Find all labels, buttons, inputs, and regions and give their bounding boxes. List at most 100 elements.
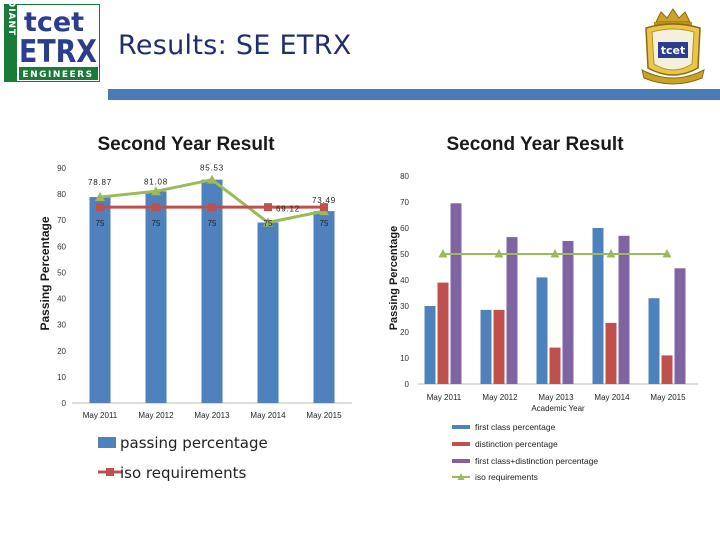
chart1-x-tick-label: May 2011 xyxy=(83,411,118,420)
chart1-data-label: 85.53 xyxy=(200,164,224,173)
chart1-iso-data-label: 75 xyxy=(208,219,217,228)
chart2-legend-label: first class percentage xyxy=(475,422,556,432)
tcet-crest-logo: tcet xyxy=(641,8,705,85)
chart2-x-tick-label: May 2013 xyxy=(538,393,574,402)
chart1-y-tick-label: 20 xyxy=(57,347,66,356)
chart1-marker-square xyxy=(264,203,272,212)
logo-program-text: ETRX xyxy=(19,34,97,70)
chart1-legend-label: passing percentage xyxy=(120,434,268,452)
chart1-y-tick-label: 90 xyxy=(57,164,66,173)
chart1-marker-square xyxy=(96,203,104,212)
chart1-marker-triangle xyxy=(263,217,273,227)
logo-tagline-text: ENGINEERS xyxy=(22,70,93,80)
chart2-legend-swatch xyxy=(452,442,470,446)
chart2-y-tick-label: 80 xyxy=(400,172,409,181)
chart2-x-tick-label: May 2012 xyxy=(482,393,518,402)
chart2-legend-swatch-marker xyxy=(457,473,465,480)
chart1-x-tick-label: May 2014 xyxy=(250,411,286,420)
chart1-marker-triangle xyxy=(207,174,217,184)
chart2-bar-first-class-plus-distinction xyxy=(562,241,574,384)
chart2-bar-first-class xyxy=(536,277,548,384)
chart1-y-tick-label: 40 xyxy=(57,295,66,304)
chart2-bar-distinction xyxy=(661,355,673,384)
chart2-legend-swatch xyxy=(452,459,470,463)
chart1-y-tick-label: 10 xyxy=(57,373,66,382)
crest-brand-text: tcet xyxy=(661,44,686,57)
chart2-bar-distinction xyxy=(493,309,505,384)
chart2-y-tick-label: 0 xyxy=(405,380,410,389)
chart2-marker-triangle xyxy=(606,249,616,258)
tcet-etrx-logo: RADIANT tcet ETRX ENGINEERS xyxy=(4,4,100,82)
chart2-y-tick-label: 60 xyxy=(400,224,409,233)
chart2-y-axis-label: Passing Percentage xyxy=(388,226,400,331)
chart1-marker-triangle xyxy=(151,186,161,196)
chart2-y-tick-label: 50 xyxy=(400,250,409,259)
chart2-legend-swatch xyxy=(452,425,470,429)
chart1-title: Second Year Result xyxy=(97,134,275,155)
chart2-bar-first-class-plus-distinction xyxy=(450,203,462,384)
chart2-marker-triangle xyxy=(438,249,448,258)
chart2-bar-distinction xyxy=(549,347,561,384)
chart1-bar-passing-percentage xyxy=(257,222,279,403)
chart2-x-tick-label: May 2011 xyxy=(427,393,462,402)
chart1-marker-square xyxy=(152,203,160,212)
chart1-marker-square xyxy=(320,203,328,212)
chart1-bar-passing-percentage xyxy=(145,191,167,403)
title-accent-bar xyxy=(108,89,720,100)
chart1-marker-triangle xyxy=(95,192,105,202)
chart2-bar-first-class-plus-distinction xyxy=(674,268,686,384)
chart1-iso-data-label: 75 xyxy=(96,219,105,228)
chart1-y-tick-label: 80 xyxy=(57,190,66,199)
chart2-y-tick-label: 10 xyxy=(400,354,409,363)
chart2-y-tick-label: 40 xyxy=(400,276,409,285)
chart2-legend-label: distinction percentage xyxy=(475,439,558,449)
chart1-y-tick-label: 60 xyxy=(57,242,66,251)
chart1-bar-passing-percentage xyxy=(89,197,111,403)
chart2-title: Second Year Result xyxy=(446,134,624,155)
chart2-x-axis-label: Academic Year xyxy=(531,404,585,413)
logo-brand-text: tcet xyxy=(24,7,84,38)
chart1-iso-data-label: 75 xyxy=(152,219,161,228)
chart2-marker-triangle xyxy=(494,249,504,258)
chart1-iso-data-label: 75 xyxy=(264,219,273,228)
chart1-data-label: 78.87 xyxy=(88,178,112,187)
chart2-y-tick-label: 70 xyxy=(400,198,409,207)
chart2-x-tick-label: May 2014 xyxy=(594,393,630,402)
chart1-x-tick-label: May 2012 xyxy=(138,411,174,420)
logo-side-text: RADIANT xyxy=(6,4,16,36)
slide-title: Results: SE ETRX xyxy=(118,30,352,61)
chart1-y-tick-label: 0 xyxy=(62,399,67,408)
chart2-legend-label: iso requirements xyxy=(475,472,538,482)
chart1-data-label: 81.08 xyxy=(144,177,168,186)
chart1-y-tick-label: 70 xyxy=(57,216,66,225)
chart2-marker-triangle xyxy=(662,249,672,258)
chart2-bar-first-class xyxy=(480,309,492,384)
chart1-legend-label: iso requirements xyxy=(120,464,246,482)
chart1-iso-data-label: 75 xyxy=(320,219,329,228)
chart1-y-axis-label: Passing Percentage xyxy=(38,216,52,330)
chart2-bar-first-class-plus-distinction xyxy=(506,237,518,384)
chart2-y-tick-label: 30 xyxy=(400,302,409,311)
chart2-y-tick-label: 20 xyxy=(400,328,409,337)
chart1-y-tick-label: 50 xyxy=(57,268,66,277)
chart1-marker-square xyxy=(208,203,216,212)
chart1-data-label: 69.12 xyxy=(276,205,300,214)
chart2-bar-first-class xyxy=(424,306,436,384)
chart2-bar-first-class xyxy=(592,228,604,384)
chart2-bar-first-class-plus-distinction xyxy=(618,235,630,384)
chart1-bar-passing-percentage xyxy=(201,179,223,403)
chart2-x-tick-label: May 2015 xyxy=(650,393,686,402)
chart2-bar-first-class xyxy=(648,298,660,384)
chart2-bar-distinction xyxy=(605,322,617,384)
chart1-x-tick-label: May 2013 xyxy=(194,411,230,420)
chart1-y-tick-label: 30 xyxy=(57,321,66,330)
chart1-legend-swatch-marker xyxy=(106,468,114,476)
chart1-bar-passing-percentage xyxy=(313,211,335,403)
chart1-legend-swatch-bar xyxy=(98,437,116,448)
chart1-data-label: 73.49 xyxy=(312,196,336,205)
chart2-legend-label: first class+distinction percentage xyxy=(475,456,598,466)
chart2-marker-triangle xyxy=(550,249,560,258)
chart1-x-tick-label: May 2015 xyxy=(306,411,342,420)
